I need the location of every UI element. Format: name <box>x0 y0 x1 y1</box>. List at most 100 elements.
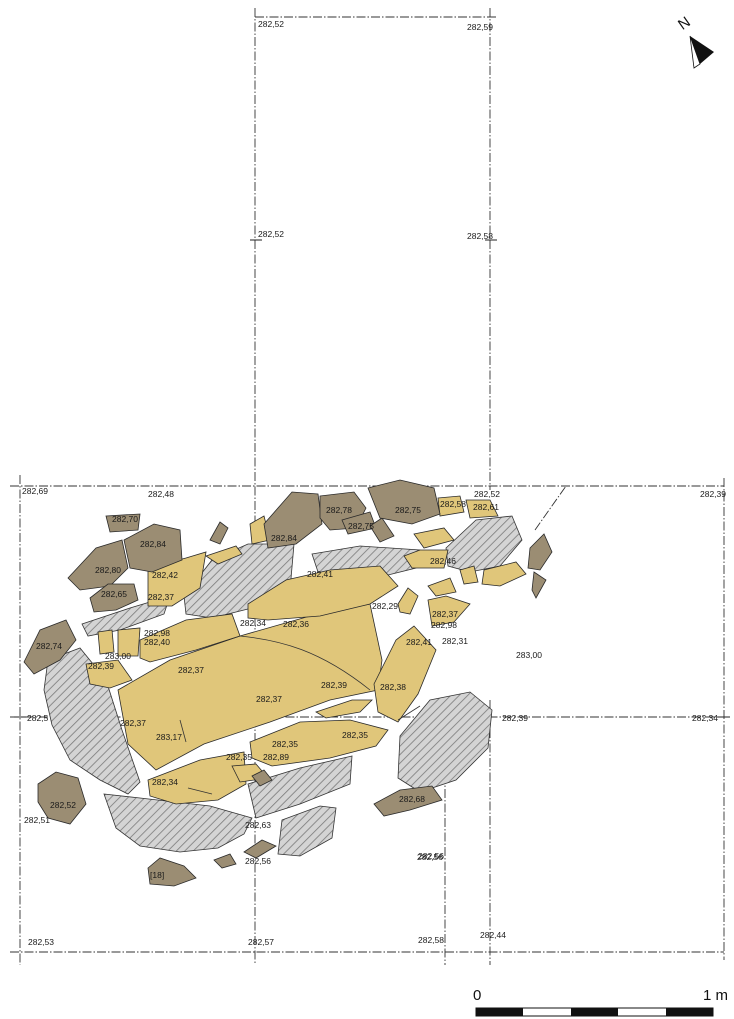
dark-stone <box>263 491 323 549</box>
grid-elevation-label: 282,58 <box>467 231 493 241</box>
grid-elevation-label: 282,39 <box>700 489 726 499</box>
grid-elevation-label: 282,52 <box>258 19 284 29</box>
stone-elevation-label: 282,40 <box>144 637 170 647</box>
stone-elevation-label: 282,38 <box>380 682 406 692</box>
stone-elevation-label: 282,84 <box>271 533 297 543</box>
grid-elevation-label: 282,5 <box>27 713 49 723</box>
grid-elevation-label: 282,57 <box>248 937 274 947</box>
dark-stone <box>105 513 141 533</box>
stone <box>97 629 115 655</box>
stone-elevation-label: 282,41 <box>406 637 432 647</box>
dark-stone <box>37 771 87 825</box>
stone <box>427 577 457 597</box>
stone-elevation-label: 282,34 <box>152 777 178 787</box>
stone-elevation-label: 282,39 <box>88 661 114 671</box>
stones <box>23 479 553 887</box>
stone-elevation-label: 282,31 <box>442 636 468 646</box>
stone <box>373 625 437 723</box>
stone-elevation-label: 282,84 <box>140 539 166 549</box>
stone-elevation-label: [18] <box>150 870 164 880</box>
grid-elevation-label: 282,58 <box>418 935 444 945</box>
stone-elevation-label: 282,78 <box>326 505 352 515</box>
grid-elevation-label: 282,34 <box>692 713 718 723</box>
dark-stone <box>23 619 77 675</box>
stone-elevation-label: 282,56 <box>417 852 443 862</box>
stone-elevation-label: 282,37 <box>120 718 146 728</box>
grid-elevation-label: 282,52 <box>258 229 284 239</box>
stone-elevation-label: 282,36 <box>283 619 309 629</box>
hatched-stone <box>277 805 337 857</box>
stone-elevation-label: 283,00 <box>105 651 131 661</box>
stone-elevation-label: 282,68 <box>399 794 425 804</box>
dark-stone <box>251 769 273 787</box>
grid-elevation-label: 282,44 <box>480 930 506 940</box>
stone <box>465 499 499 519</box>
hatched-stone <box>445 515 523 573</box>
stone-elevation-label: 282,39 <box>321 680 347 690</box>
stone-elevation-label: 282,46 <box>430 556 456 566</box>
stone <box>249 719 389 767</box>
dark-stone <box>369 517 395 543</box>
stone-elevation-label: 282,98 <box>431 620 457 630</box>
stone-elevation-label: 282,37 <box>178 665 204 675</box>
crack-lines <box>179 635 421 795</box>
north-arrow: N <box>675 13 714 69</box>
stone <box>315 699 373 719</box>
stone-elevation-label: 282,61 <box>473 502 499 512</box>
stone-elevation-label: 282,35 <box>226 752 252 762</box>
grid-elevation-label: 282,56 <box>418 851 444 861</box>
stone <box>481 561 527 587</box>
stone <box>247 565 399 621</box>
stone-elevation-label: 282,75 <box>395 505 421 515</box>
dark-stone <box>89 583 139 613</box>
stone-elevation-label: 282,37 <box>432 609 458 619</box>
stone-elevation-labels: 282,70282,84282,80282,65282,42282,37282,… <box>36 499 542 880</box>
stone <box>117 627 141 657</box>
grid-elevation-label: 282,59 <box>467 22 493 32</box>
stone-elevation-label: 282,37 <box>148 592 174 602</box>
stone-elevation-label: 282,34 <box>240 618 266 628</box>
stone-elevation-label: 282,37 <box>256 694 282 704</box>
dark-stone <box>67 539 129 591</box>
scale-start-label: 0 <box>473 987 481 1004</box>
stone-elevation-label: 282,42 <box>152 570 178 580</box>
dark-stone <box>527 533 553 571</box>
stone <box>397 587 419 615</box>
hatched-stone <box>397 691 493 793</box>
stone-elevation-label: 282,89 <box>263 752 289 762</box>
hatched-stone <box>247 755 353 819</box>
stone-elevation-label: 283,00 <box>516 650 542 660</box>
stone-elevation-label: 282,56 <box>245 856 271 866</box>
grid-elevation-label: 282,69 <box>22 486 48 496</box>
stone-elevation-label: 282,35 <box>272 739 298 749</box>
grid-elevation-label: 282,53 <box>28 937 54 947</box>
grid-elevation-label: 282,51 <box>24 815 50 825</box>
stone-elevation-label: 283,17 <box>156 732 182 742</box>
stone <box>427 595 471 627</box>
stone <box>459 565 479 585</box>
stone-elevation-label: 282,70 <box>112 514 138 524</box>
stone-elevation-label: 282,29 <box>372 601 398 611</box>
dark-stone <box>209 521 229 545</box>
stone <box>147 751 247 805</box>
grid-elevation-labels: 282,52 282,59 282,52 282,58 282,69 282,48 282,… <box>22 19 726 947</box>
stone <box>85 659 133 689</box>
stone-elevation-label: 282,75 <box>348 521 374 531</box>
grid-elevation-label: 282,48 <box>148 489 174 499</box>
stone-elevation-label: 282,74 <box>36 641 62 651</box>
dark-stone <box>367 479 441 525</box>
stone <box>205 545 243 565</box>
stone-elevation-label: 282,80 <box>95 565 121 575</box>
stone-elevation-label: 282,58 <box>440 499 466 509</box>
north-label: N <box>675 13 694 33</box>
dark-stone <box>243 839 277 859</box>
stone <box>403 549 449 569</box>
dark-stone <box>213 853 237 869</box>
dark-stone <box>123 523 183 573</box>
stone <box>413 527 455 549</box>
dark-stone <box>373 785 443 817</box>
stone-elevation-label: 282,98 <box>144 628 170 638</box>
stone <box>139 613 241 663</box>
stone-elevation-label: 282,35 <box>342 730 368 740</box>
